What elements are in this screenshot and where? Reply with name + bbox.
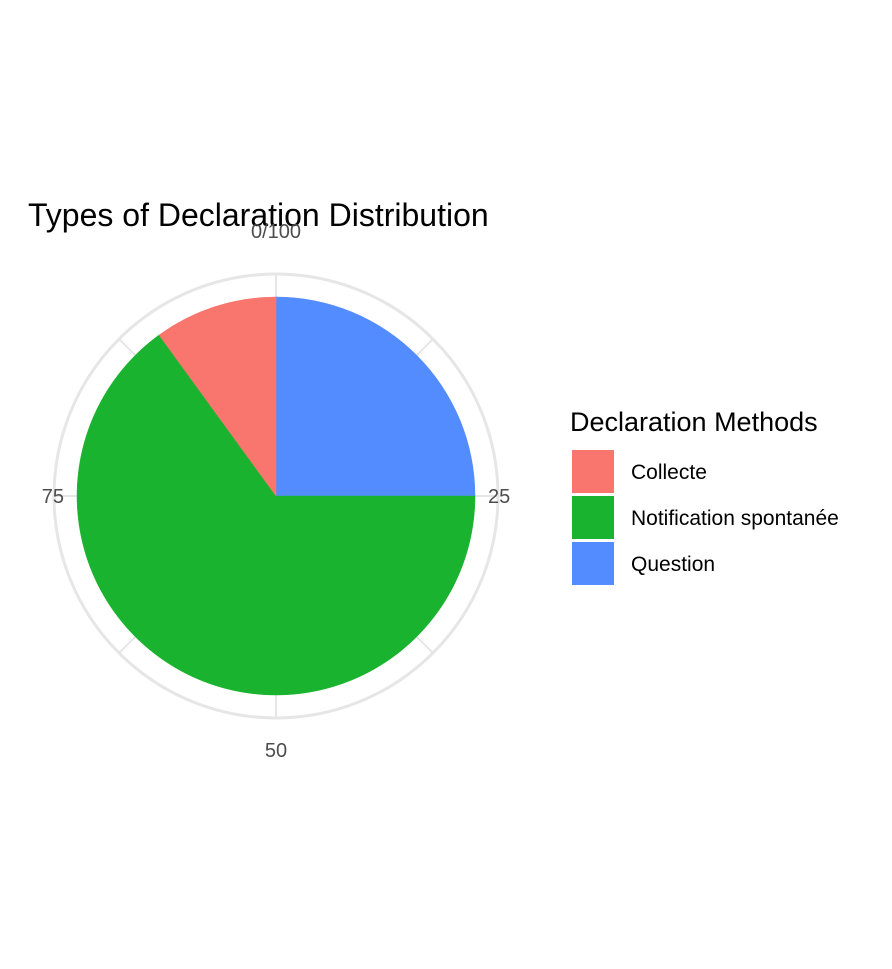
legend-items: Collecte Notification spontanée Question [572,450,839,585]
angle-tick-label-75: 75 [42,486,64,508]
legend-label-collecte: Collecte [631,461,707,484]
legend-title: Declaration Methods [570,407,818,437]
legend: Declaration Methods Collecte Notification… [570,407,839,585]
angle-tick-labels: 0/100 25 50 75 [42,221,511,762]
legend-swatch-notification-spontanee [572,496,614,539]
angle-tick-label-0: 0/100 [251,221,301,243]
slice-notification-spontanee [76,334,476,696]
pie-slices [76,296,476,696]
legend-label-question: Question [631,553,715,576]
legend-swatch-collecte [572,450,614,493]
slice-collecte [158,296,277,497]
angle-tick-label-25: 25 [488,486,510,508]
legend-label-notification-spontanee: Notification spontanée [631,507,839,530]
legend-swatch-question [572,542,614,585]
chart-title: Types of Declaration Distribution [28,197,489,233]
angle-tick-label-50: 50 [265,740,287,762]
slice-question [275,296,476,497]
